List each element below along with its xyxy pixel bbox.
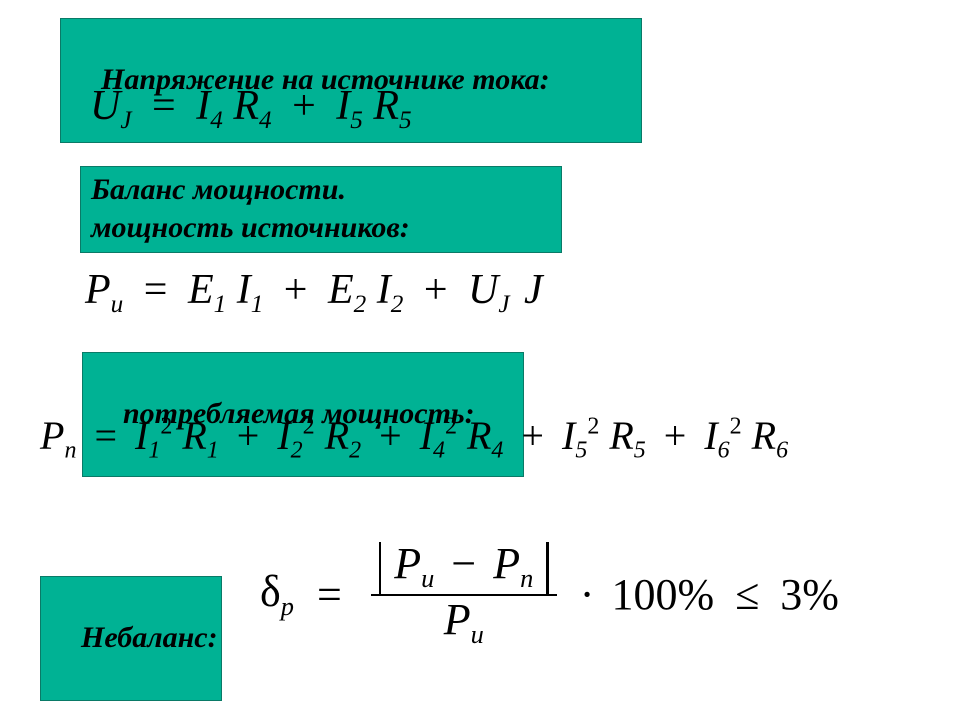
var-R4: R: [233, 83, 259, 129]
var-E2: E: [328, 267, 354, 313]
denominator: Pи: [371, 596, 557, 649]
var-UJ: U: [468, 267, 498, 313]
var-I: I: [135, 413, 148, 458]
val-100pct: 100%: [611, 570, 714, 619]
var-I1: I: [237, 267, 251, 313]
sub-5: 5: [350, 107, 363, 134]
sub-u: и: [111, 291, 124, 318]
sup-2: 2: [587, 413, 599, 439]
val-3pct: 3%: [780, 570, 839, 619]
op-plus: +: [237, 413, 260, 458]
caption-text: Баланс мощности. мощность источников:: [91, 173, 410, 244]
var-U: U: [90, 83, 120, 129]
op-eq: =: [152, 83, 176, 129]
sub-R6: 6: [776, 437, 788, 463]
sub-n: n: [64, 437, 76, 463]
op-plus: +: [379, 413, 402, 458]
op-plus: +: [292, 83, 316, 129]
sub-R4: 4: [259, 107, 272, 134]
var-R: R: [325, 413, 349, 458]
equation-p-consumed: Pn = I12 R1 + I22 R2 + I42 R4 + I52 R5 +…: [40, 412, 788, 464]
op-minus: −: [451, 539, 476, 588]
var-R5: R: [373, 83, 399, 129]
caption-text: Небаланс:: [81, 621, 218, 654]
sub-E1: 1: [214, 291, 227, 318]
sub-6: 6: [718, 437, 730, 463]
sub-Pu: и: [421, 563, 434, 593]
fraction: Pи − Pn Pи: [371, 540, 557, 649]
sup-2: 2: [730, 413, 742, 439]
op-eq: =: [144, 267, 168, 313]
sub-R4: 4: [491, 437, 503, 463]
var-Pu: P: [85, 267, 111, 313]
op-eq: =: [317, 570, 342, 619]
var-R: R: [752, 413, 776, 458]
sub-4: 4: [210, 107, 223, 134]
var-I: I: [704, 413, 717, 458]
op-plus: +: [284, 267, 308, 313]
op-plus: +: [424, 267, 448, 313]
sub-R5: 5: [634, 437, 646, 463]
sub-UJ: J: [498, 291, 509, 318]
sub-2: 2: [291, 437, 303, 463]
var-I4: I: [196, 83, 210, 129]
var-Pu-den: P: [444, 595, 471, 644]
sub-R2: 2: [349, 437, 361, 463]
sub-R1: 1: [207, 437, 219, 463]
var-R: R: [182, 413, 206, 458]
var-R: R: [609, 413, 633, 458]
equation-uj: UJ = I4 R4 + I5 R5: [90, 82, 412, 135]
sub-1: 1: [148, 437, 160, 463]
var-I: I: [277, 413, 290, 458]
var-E1: E: [188, 267, 214, 313]
sub-Pu-den: и: [471, 619, 484, 649]
var-R: R: [467, 413, 491, 458]
sub-R5: 5: [399, 107, 412, 134]
caption-imbalance: Небаланс:: [40, 576, 222, 701]
sub-p: p: [281, 592, 294, 622]
sup-2: 2: [160, 413, 172, 439]
op-dot: ·: [580, 570, 595, 619]
numerator: Pи − Pn: [371, 540, 557, 596]
var-Pn: P: [493, 539, 520, 588]
equation-p-sources: Pи = E1 I1 + E2 I2 + UJ J: [85, 266, 543, 319]
equation-delta: δp = Pи − Pn Pи · 100% ≤ 3%: [260, 540, 839, 649]
var-Pu: P: [394, 539, 421, 588]
sub-E2: 2: [354, 291, 367, 318]
var-I: I: [562, 413, 575, 458]
var-I5: I: [336, 83, 350, 129]
sup-2: 2: [303, 413, 315, 439]
sub-I2: 2: [391, 291, 404, 318]
sup-2: 2: [445, 413, 457, 439]
sub-Pn: n: [520, 563, 533, 593]
var-delta: δ: [260, 567, 281, 616]
op-eq: =: [94, 413, 117, 458]
var-I2: I: [377, 267, 391, 313]
sub-5: 5: [575, 437, 587, 463]
abs-bar-right: [546, 542, 549, 594]
abs-bar-left: [379, 542, 382, 594]
sub-I1: 1: [251, 291, 264, 318]
var-J: J: [524, 267, 543, 313]
sub-J: J: [120, 107, 131, 134]
op-plus: +: [521, 413, 544, 458]
sub-4: 4: [433, 437, 445, 463]
op-plus: +: [664, 413, 687, 458]
var-Pn: P: [40, 413, 64, 458]
var-I: I: [420, 413, 433, 458]
caption-power-balance: Баланс мощности. мощность источников:: [80, 166, 562, 253]
op-le: ≤: [735, 570, 759, 619]
